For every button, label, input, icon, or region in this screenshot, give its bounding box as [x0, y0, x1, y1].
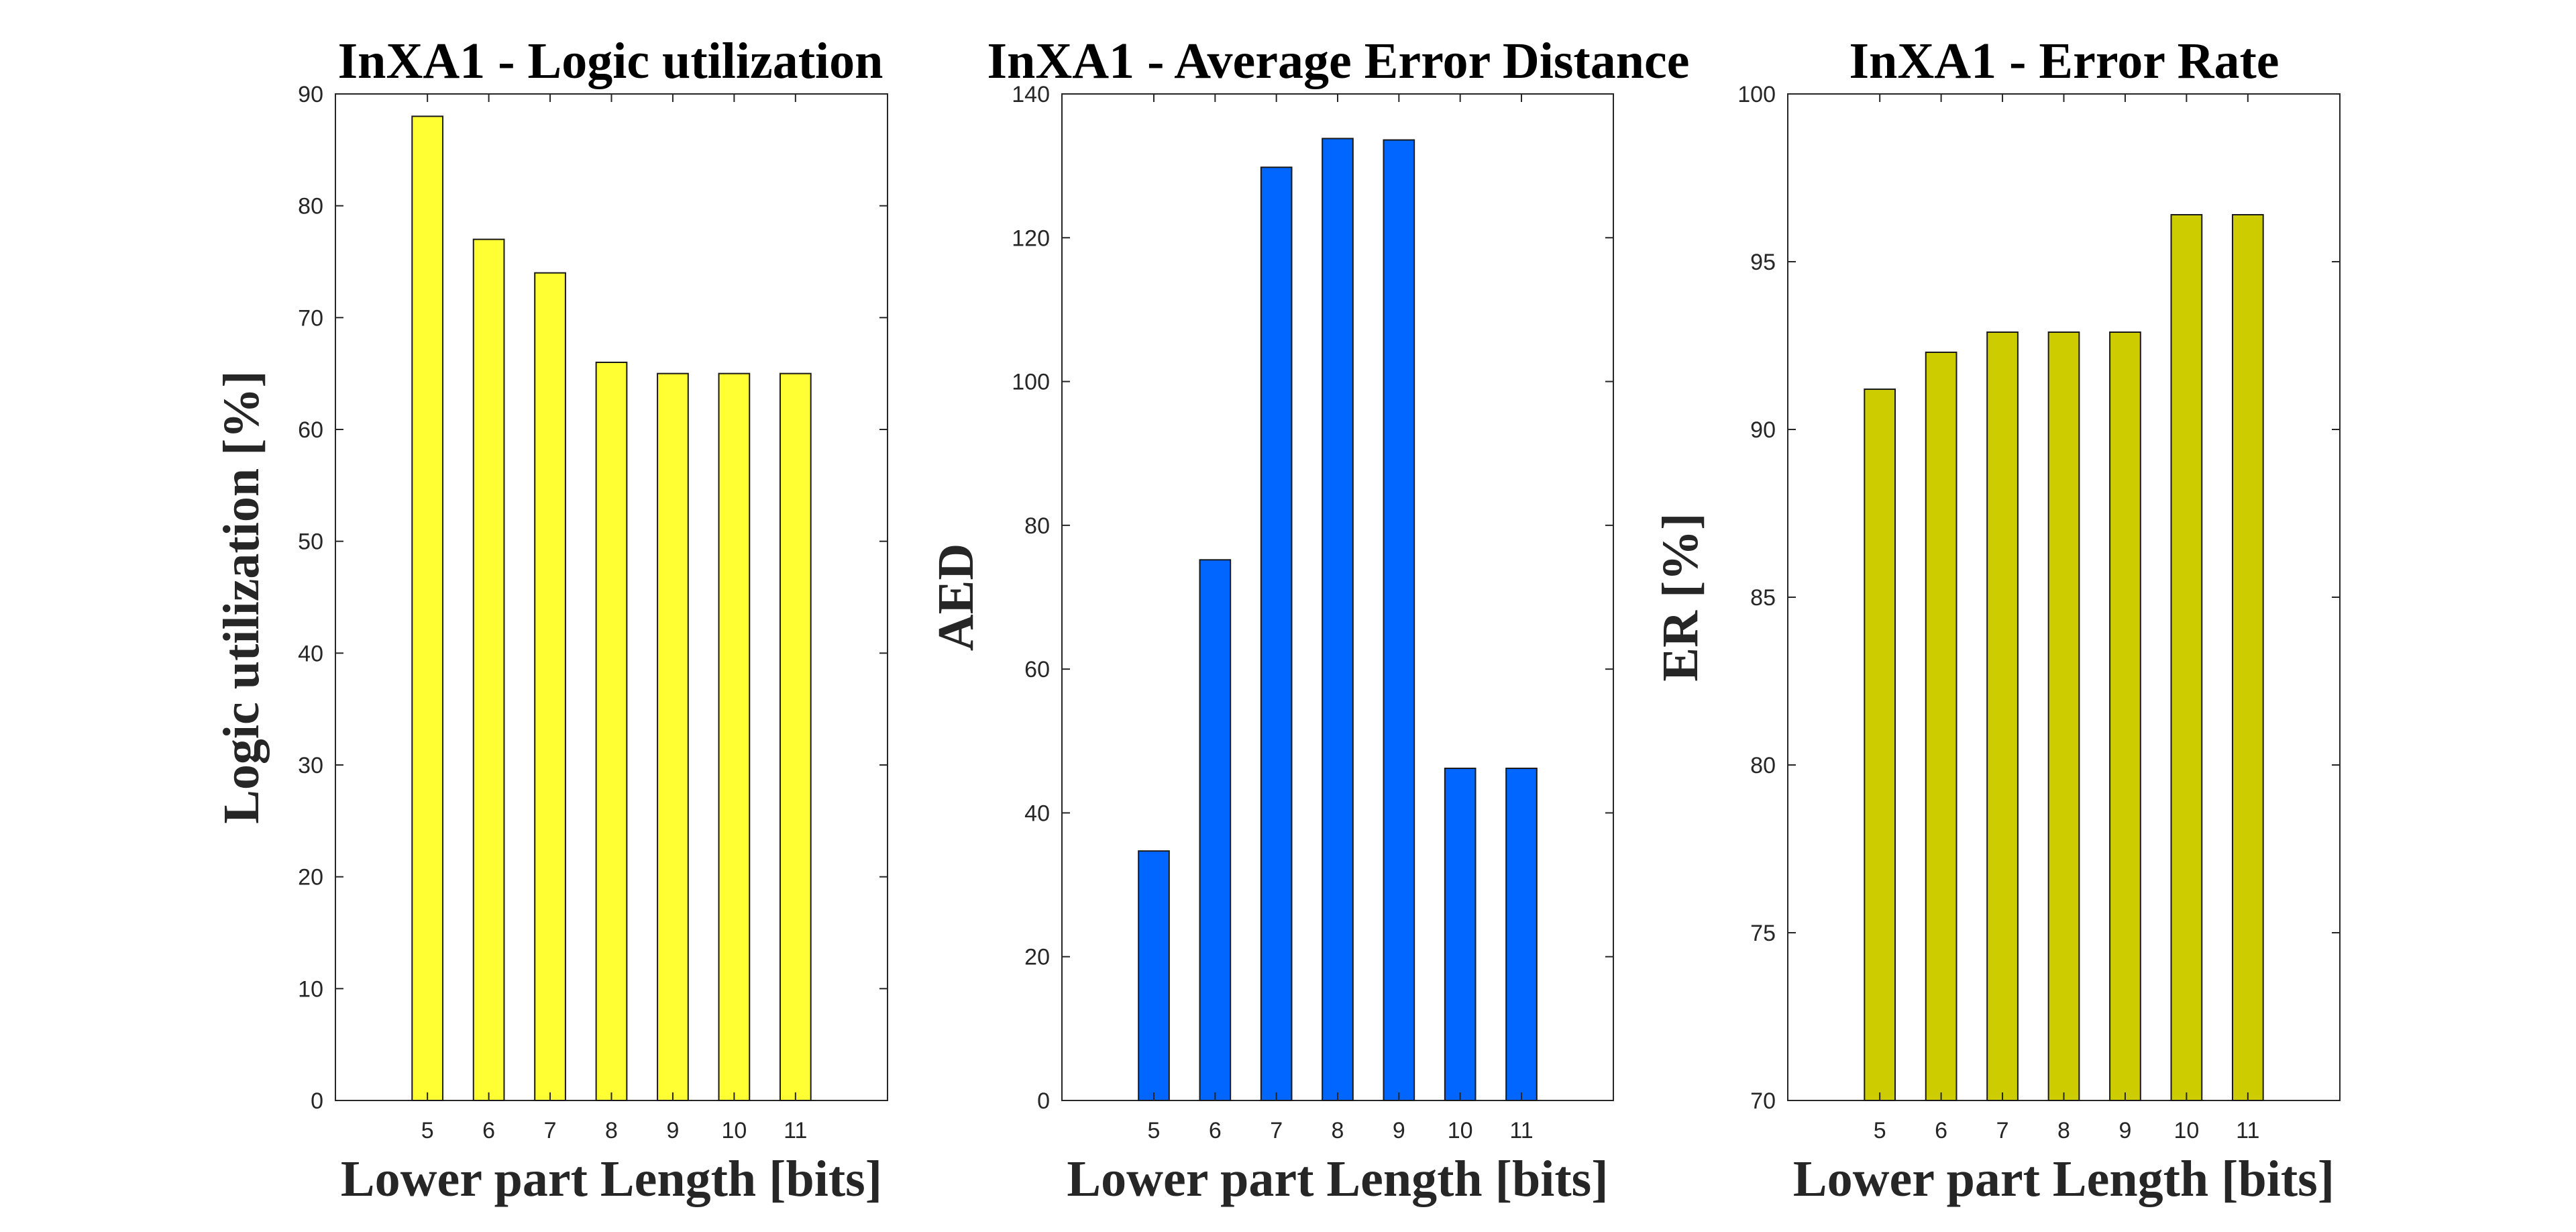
- error-rate-bar-9: [2109, 331, 2141, 1101]
- y-tick-label: 60: [1024, 657, 1050, 682]
- x-tick-label: 5: [1874, 1118, 1886, 1143]
- y-tick-label: 10: [298, 976, 323, 1002]
- y-tick-label: 60: [298, 417, 323, 443]
- y-tick-label: 90: [1750, 417, 1776, 443]
- y-tick-label: 80: [1024, 513, 1050, 539]
- y-tick-label: 90: [298, 82, 323, 107]
- error-rate-bar-7: [1986, 331, 2019, 1101]
- x-tick-label: 9: [666, 1118, 679, 1143]
- logic-utilization-bar-9: [657, 372, 689, 1102]
- aed-bar-8: [1322, 138, 1354, 1101]
- x-tick-label: 10: [1448, 1118, 1473, 1143]
- y-tick-label: 40: [298, 641, 323, 666]
- x-tick-label: 7: [1270, 1118, 1283, 1143]
- x-tick-label: 5: [421, 1118, 434, 1143]
- logic-utilization-bar-7: [534, 272, 566, 1102]
- y-tick-label: 100: [1737, 82, 1776, 107]
- x-tick-label: 7: [1996, 1118, 2009, 1143]
- y-tick-label: 80: [1750, 753, 1776, 778]
- y-tick-label: 0: [311, 1088, 323, 1114]
- aed-title: InXA1 - Average Error Distance: [987, 33, 1690, 89]
- error-rate-bar-5: [1864, 389, 1896, 1101]
- x-tick-label: 8: [1332, 1118, 1344, 1143]
- error-rate-title: InXA1 - Error Rate: [1849, 33, 2279, 89]
- y-axis-label: ER [%]: [1652, 513, 1709, 681]
- x-tick-label: 8: [2057, 1118, 2070, 1143]
- error-rate-chart: 70 75 80 85 90 95 100 5 6 7 8 9 10 11 InXA1 - Error Ra…: [1652, 33, 2341, 1207]
- logic-utilization-title: InXA1 - Logic utilization: [338, 33, 883, 89]
- aed-bar-7: [1260, 166, 1293, 1101]
- error-rate-bar-8: [2047, 331, 2080, 1101]
- x-tick-label: 6: [1935, 1118, 1947, 1143]
- aed-bar-5: [1138, 850, 1170, 1101]
- y-tick-label: 75: [1750, 921, 1776, 946]
- logic-utilization-bar-5: [411, 115, 444, 1101]
- logic-utilization-chart: 0 10 20 30 40 50 60 70 80 90 5 6 7 8 9 10 11 InXA1 - Logi…: [213, 33, 888, 1207]
- x-axis-label: Lower part Length [bits]: [1067, 1151, 1608, 1207]
- y-tick-label: 50: [298, 529, 323, 555]
- y-tick-label: 30: [298, 753, 323, 778]
- aed-bar-6: [1199, 559, 1232, 1101]
- error-rate-bar-10: [2170, 214, 2203, 1101]
- y-tick-label: 40: [1024, 801, 1050, 826]
- aed-bar-9: [1383, 139, 1415, 1102]
- y-tick-label: 120: [1012, 225, 1050, 251]
- x-axis-label: Lower part Length [bits]: [341, 1151, 882, 1207]
- logic-utilization-bar-8: [595, 362, 628, 1101]
- y-tick-label: 20: [298, 865, 323, 890]
- x-tick-label: 5: [1148, 1118, 1161, 1143]
- average-error-distance-chart: 0 20 40 60 80 100 120 140 5 6 7 8 9 10 11 InXA1 - Avera…: [928, 33, 1689, 1207]
- x-tick-label: 6: [1209, 1118, 1222, 1143]
- logic-utilization-bar-11: [779, 372, 812, 1102]
- y-tick-label: 140: [1012, 82, 1050, 107]
- x-tick-label: 11: [784, 1118, 807, 1143]
- x-tick-label: 9: [2118, 1118, 2131, 1143]
- error-rate-bar-11: [2231, 214, 2264, 1101]
- x-tick-label: 11: [1509, 1118, 1533, 1143]
- x-tick-label: 7: [544, 1118, 557, 1143]
- y-tick-label: 85: [1750, 585, 1776, 611]
- x-tick-label: 6: [482, 1118, 495, 1143]
- logic-utilization-bar-10: [718, 372, 751, 1102]
- y-tick-label: 20: [1024, 945, 1050, 970]
- x-tick-label: 10: [2174, 1118, 2199, 1143]
- y-tick-label: 0: [1037, 1088, 1050, 1114]
- y-tick-label: 80: [298, 194, 323, 219]
- aed-bar-10: [1444, 768, 1477, 1101]
- y-tick-label: 100: [1012, 370, 1050, 395]
- x-tick-label: 10: [721, 1118, 747, 1143]
- error-rate-bar-6: [1925, 352, 1957, 1101]
- x-tick-label: 8: [605, 1118, 618, 1143]
- y-axis-label: AED: [928, 544, 984, 651]
- x-tick-label: 9: [1393, 1118, 1405, 1143]
- y-tick-label: 70: [298, 305, 323, 331]
- y-tick-label: 70: [1750, 1088, 1776, 1114]
- y-tick-label: 95: [1750, 250, 1776, 275]
- x-tick-label: 11: [2236, 1118, 2259, 1143]
- logic-utilization-bar-6: [472, 238, 505, 1102]
- y-axis-label: Logic utilization [%]: [213, 370, 270, 824]
- x-axis-label: Lower part Length [bits]: [1793, 1151, 2334, 1207]
- aed-bar-11: [1505, 768, 1538, 1101]
